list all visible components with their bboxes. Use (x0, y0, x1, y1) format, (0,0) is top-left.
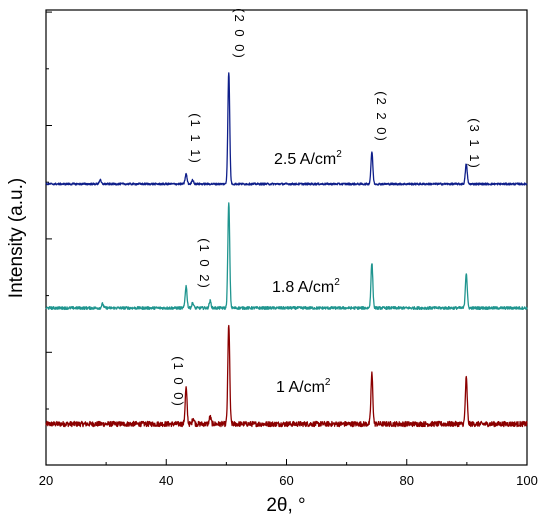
series-label-1-8-sup: 2 (334, 277, 340, 288)
series-lines (45, 72, 528, 428)
y-axis-ticks (46, 11, 52, 410)
peak-label-100: (1 0 0) (171, 356, 186, 408)
x-axis-title: 2θ, ° (266, 495, 305, 516)
series-label-1: 1 A/cm2 (276, 377, 331, 396)
peak-label-220: (2 2 0) (374, 91, 389, 143)
peak-label-311: (3 1 1) (467, 118, 482, 170)
x-tick-label-40: 40 (159, 473, 173, 488)
series-line-2 (45, 202, 528, 311)
series-label-1-8-main: 1.8 A/cm (272, 279, 334, 296)
series-line-1 (45, 324, 528, 428)
x-tick-label-60: 60 (279, 473, 293, 488)
series-label-1-main: 1 A/cm (276, 379, 325, 396)
series-label-2-5-main: 2.5 A/cm (274, 151, 336, 168)
peak-label-200: (2 0 0) (232, 8, 247, 60)
series-label-1-sup: 2 (325, 377, 331, 388)
x-tick-label-20: 20 (39, 473, 53, 488)
series-line-3 (45, 72, 528, 186)
x-axis-ticks (45, 459, 528, 465)
x-tick-label-80: 80 (400, 473, 414, 488)
plot-frame (45, 9, 528, 466)
y-axis-title: Intensity (a.u.) (6, 178, 27, 298)
plot-border (45, 9, 528, 466)
series-label-2-5: 2.5 A/cm2 (274, 149, 342, 168)
peak-label-102: (1 0 2) (197, 238, 212, 290)
peak-label-111: (1 1 1) (188, 113, 203, 165)
x-tick-label-100: 100 (516, 473, 538, 488)
x-axis-tick-labels: 20 40 60 80 100 (39, 473, 538, 488)
series-label-1-8: 1.8 A/cm2 (272, 277, 340, 296)
series-label-2-5-sup: 2 (336, 149, 342, 160)
